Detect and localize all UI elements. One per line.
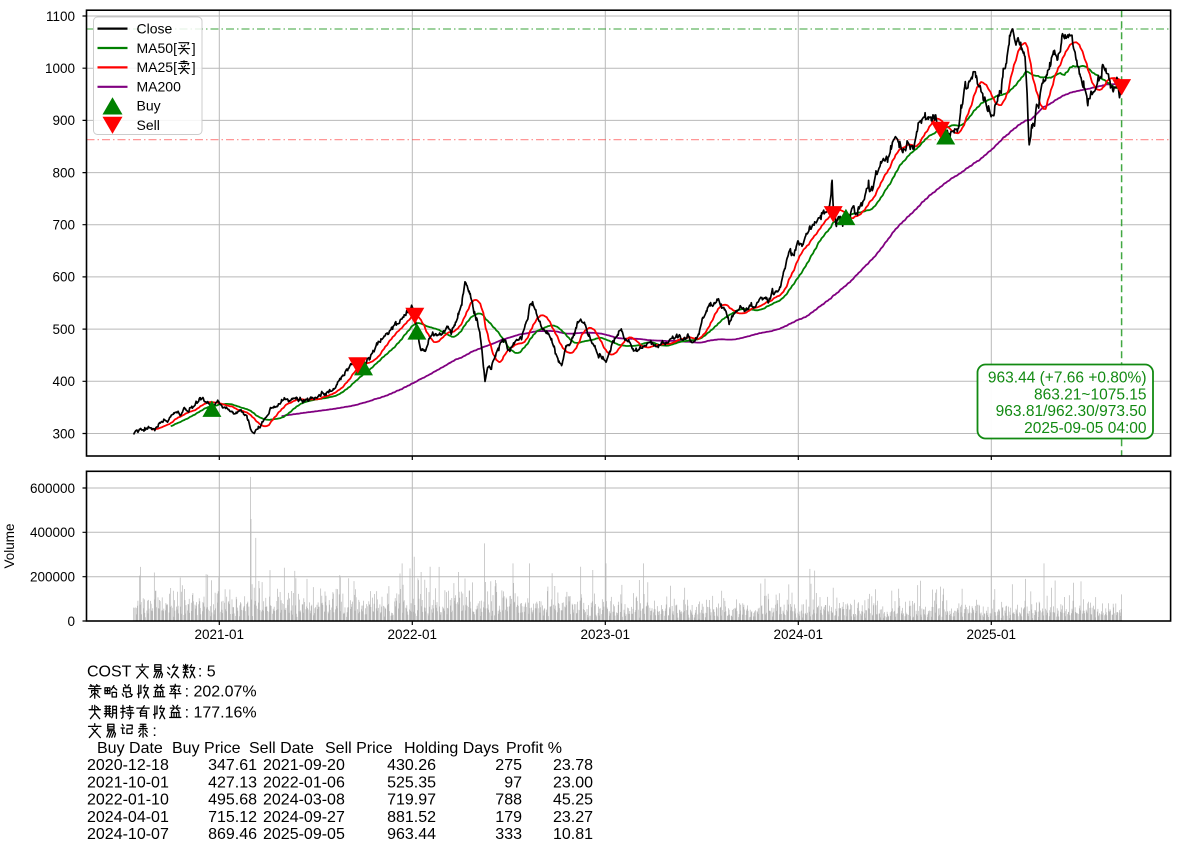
svg-text:Buy Date: Buy Date	[97, 740, 163, 757]
svg-text:1000: 1000	[45, 61, 75, 76]
svg-text:495.68: 495.68	[208, 792, 257, 809]
svg-text:: 5: : 5	[198, 664, 216, 681]
svg-text:Volume: Volume	[2, 523, 17, 568]
svg-text:800: 800	[52, 165, 75, 180]
svg-text:427.13: 427.13	[208, 774, 257, 791]
svg-text:23.27: 23.27	[553, 809, 593, 826]
svg-text:2022-01-06: 2022-01-06	[263, 774, 345, 791]
svg-text:2024-10-07: 2024-10-07	[87, 826, 169, 843]
svg-text:2022-01-10: 2022-01-10	[87, 792, 169, 809]
svg-text:23.78: 23.78	[553, 757, 593, 774]
svg-text:Buy: Buy	[137, 98, 161, 114]
svg-text:2024-01: 2024-01	[774, 627, 824, 642]
svg-text:2025-09-05 04:00: 2025-09-05 04:00	[1024, 420, 1147, 437]
svg-text:2024-04-01: 2024-04-01	[87, 809, 169, 826]
svg-text:0: 0	[67, 614, 75, 629]
svg-text:200000: 200000	[30, 569, 75, 584]
svg-text:430.26: 430.26	[387, 757, 436, 774]
svg-text:97: 97	[504, 774, 522, 791]
svg-text:881.52: 881.52	[387, 809, 436, 826]
svg-text:963.81/962.30/973.50: 963.81/962.30/973.50	[996, 403, 1147, 420]
svg-text:900: 900	[52, 113, 75, 128]
svg-text:719.97: 719.97	[387, 792, 436, 809]
svg-text::: :	[152, 723, 156, 740]
svg-text:869.46: 869.46	[208, 826, 257, 843]
svg-text:600000: 600000	[30, 481, 75, 496]
svg-text:2022-01: 2022-01	[388, 627, 438, 642]
svg-text:179: 179	[495, 809, 522, 826]
svg-text:COST: COST	[87, 664, 132, 681]
svg-text:2021-10-01: 2021-10-01	[87, 774, 169, 791]
svg-text:2024-03-08: 2024-03-08	[263, 792, 345, 809]
svg-text:45.25: 45.25	[553, 792, 593, 809]
svg-text:Sell Price: Sell Price	[325, 740, 393, 757]
svg-text:Holding Days: Holding Days	[404, 740, 499, 757]
svg-text:2021-01: 2021-01	[195, 627, 245, 642]
svg-text:525.35: 525.35	[387, 774, 436, 791]
svg-text:23.00: 23.00	[553, 774, 593, 791]
svg-text:2023-01: 2023-01	[581, 627, 631, 642]
svg-text:963.44 (+7.66 +0.80%): 963.44 (+7.66 +0.80%)	[988, 370, 1147, 387]
svg-text:1100: 1100	[46, 9, 75, 24]
svg-text:300: 300	[52, 426, 75, 441]
svg-text:Buy Price: Buy Price	[172, 740, 241, 757]
svg-text:Sell: Sell	[137, 117, 160, 133]
svg-text:MA200: MA200	[137, 79, 182, 95]
svg-text:Profit %: Profit %	[506, 740, 562, 757]
svg-text:700: 700	[52, 218, 75, 233]
svg-text:347.61: 347.61	[208, 757, 257, 774]
svg-text:Sell Date: Sell Date	[249, 740, 314, 757]
svg-text:788: 788	[495, 792, 522, 809]
svg-text:10.81: 10.81	[553, 826, 593, 843]
svg-text:MA25[: MA25[	[137, 59, 178, 75]
svg-text:275: 275	[495, 757, 522, 774]
svg-text:: 202.07%: : 202.07%	[185, 684, 257, 701]
svg-text:333: 333	[495, 826, 522, 843]
svg-text:]: ]	[192, 40, 196, 56]
svg-text:MA50[: MA50[	[137, 40, 178, 56]
svg-text:400: 400	[52, 374, 75, 389]
svg-text:]: ]	[192, 59, 196, 75]
svg-text:600: 600	[52, 270, 75, 285]
svg-text:715.12: 715.12	[208, 809, 257, 826]
svg-text:2021-09-20: 2021-09-20	[263, 757, 345, 774]
svg-text:2025-09-05: 2025-09-05	[263, 826, 345, 843]
svg-text:: 177.16%: : 177.16%	[185, 704, 257, 721]
svg-text:863.21~1075.15: 863.21~1075.15	[1034, 386, 1147, 403]
svg-text:Close: Close	[137, 20, 173, 36]
svg-text:2020-12-18: 2020-12-18	[87, 757, 169, 774]
svg-text:500: 500	[52, 322, 75, 337]
svg-text:2024-09-27: 2024-09-27	[263, 809, 345, 826]
svg-text:963.44: 963.44	[387, 826, 436, 843]
svg-text:400000: 400000	[30, 525, 75, 540]
svg-text:2025-01: 2025-01	[967, 627, 1017, 642]
